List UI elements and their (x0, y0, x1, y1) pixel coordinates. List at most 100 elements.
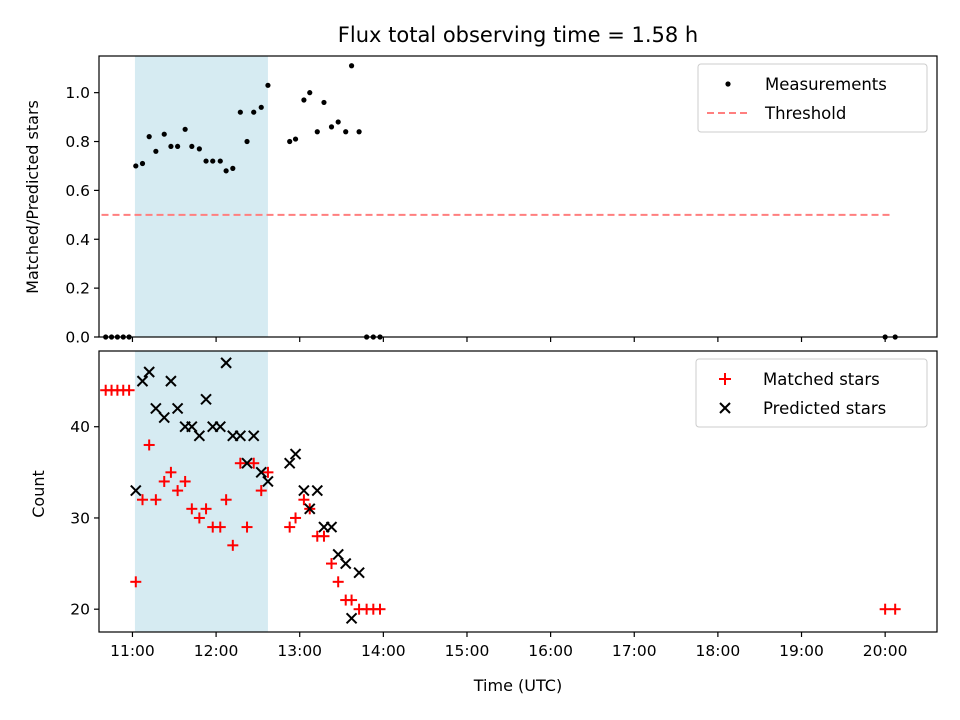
predicted-star-point (304, 503, 316, 515)
bot-ytick-label: 30 (70, 509, 90, 527)
matched-star-point (325, 558, 337, 570)
predicted-star-point (186, 421, 198, 433)
measurement-point (203, 158, 209, 164)
measurement-point (348, 63, 355, 69)
measurement-point (287, 138, 293, 145)
top-y-axis-label: Matched/Predicted stars (23, 100, 42, 294)
predicted-star-point (345, 612, 358, 625)
measurement-point (237, 109, 243, 115)
measurement-point (251, 109, 257, 115)
measurement-point (210, 158, 216, 164)
matched-star-point (262, 466, 274, 478)
predicted-star-point (136, 375, 149, 387)
measurement-point (258, 104, 264, 110)
predicted-star-point (214, 421, 226, 433)
predicted-star-point (325, 521, 338, 533)
matched-star-point (879, 603, 891, 615)
measurement-point (321, 99, 327, 106)
measurement-point (217, 158, 223, 164)
top-ytick-label: 0.0 (65, 329, 90, 347)
predicted-star-point (200, 393, 212, 406)
predicted-star-point (171, 402, 184, 415)
predicted-star-point (241, 457, 253, 469)
legend-marker-matched-stars (719, 373, 731, 385)
measurement-point (133, 163, 139, 169)
matched-star-point (889, 603, 901, 615)
matched-star-point (298, 494, 310, 506)
top-plot-frame (98, 55, 938, 338)
measurement-point (356, 129, 362, 135)
top-ytick-label: 0.8 (65, 133, 90, 151)
measurement-point (307, 90, 313, 96)
xtick-label: 20:00 (863, 642, 908, 660)
measurement-point (223, 168, 229, 174)
matched-star-point (241, 521, 253, 533)
xtick-label: 14:00 (361, 642, 406, 660)
predicted-star-point (248, 430, 260, 442)
predicted-star-point (262, 475, 274, 488)
matched-star-point (255, 485, 267, 497)
matched-star-point (130, 576, 142, 588)
measurement-point (230, 165, 236, 171)
xtick-label: 13:00 (277, 642, 322, 660)
measurement-point (292, 136, 299, 142)
measurement-point (343, 129, 349, 135)
predicted-star-point (311, 484, 323, 497)
matched-star-point (214, 521, 226, 533)
measurement-point (189, 143, 195, 150)
matched-star-point (234, 457, 246, 469)
bottom-legend: Matched stars Predicted stars (695, 358, 928, 428)
predicted-star-point (298, 484, 310, 497)
top-ytick-label: 0.6 (65, 182, 90, 200)
top-panel: 0.0 0.2 0.4 0.6 0.8 1.0 Matched/Predicted sta… (23, 55, 938, 347)
measurement-point (196, 146, 202, 152)
bot-ytick-label: 40 (70, 418, 90, 436)
measurement-point (139, 160, 146, 167)
measurement-point (244, 138, 250, 145)
top-shaded-span (134, 56, 268, 337)
matched-star-point (150, 494, 162, 506)
matched-star-point (318, 530, 330, 542)
matched-star-point (158, 475, 170, 487)
matched-star-point (136, 494, 148, 506)
top-ytick-label: 0.2 (65, 280, 90, 298)
matched-star-point (346, 594, 358, 606)
xtick-label: 19:00 (779, 642, 824, 660)
xtick-label: 15:00 (445, 642, 490, 660)
predicted-star-point (234, 430, 247, 442)
matched-star-point (123, 384, 135, 396)
matched-star-point (200, 503, 212, 515)
predicted-star-point (158, 411, 170, 424)
predicted-star-point (220, 357, 232, 369)
predicted-star-point (283, 457, 296, 469)
predicted-star-point (165, 375, 177, 387)
top-ytick-label: 0.4 (65, 231, 90, 249)
matched-star-point (172, 485, 184, 497)
matched-star-point (165, 466, 177, 478)
matched-star-point (374, 603, 386, 615)
measurement-point (265, 82, 271, 88)
xtick-label: 17:00 (612, 642, 657, 660)
bot-ytick-label: 20 (70, 601, 90, 619)
bottom-panel: 20 30 40 11:00 12:00 13:00 14:00 15:00 16:00 17:… (29, 350, 938, 695)
matched-star-point (248, 457, 260, 469)
measurement-point (175, 143, 181, 150)
matched-star-point (143, 439, 155, 451)
measurement-point (314, 129, 320, 135)
legend-marker-predicted-stars (719, 402, 731, 414)
predicted-star-point (340, 557, 352, 570)
measurement-point (168, 143, 174, 150)
matched-star-point (227, 539, 239, 551)
top-legend-box (697, 63, 928, 133)
bottom-legend-box (695, 358, 928, 428)
bottom-y-axis-label: Count (29, 470, 48, 518)
chart-title: Flux total observing time = 1.58 h (338, 23, 698, 47)
predicted-star-point (143, 366, 155, 378)
predicted-star-point (130, 484, 142, 497)
measurement-point (335, 119, 341, 125)
legend-label-predicted-stars: Predicted stars (763, 399, 886, 418)
predicted-star-point (289, 448, 302, 460)
legend-label-matched-stars: Matched stars (763, 370, 880, 389)
xtick-label: 12:00 (194, 642, 239, 660)
